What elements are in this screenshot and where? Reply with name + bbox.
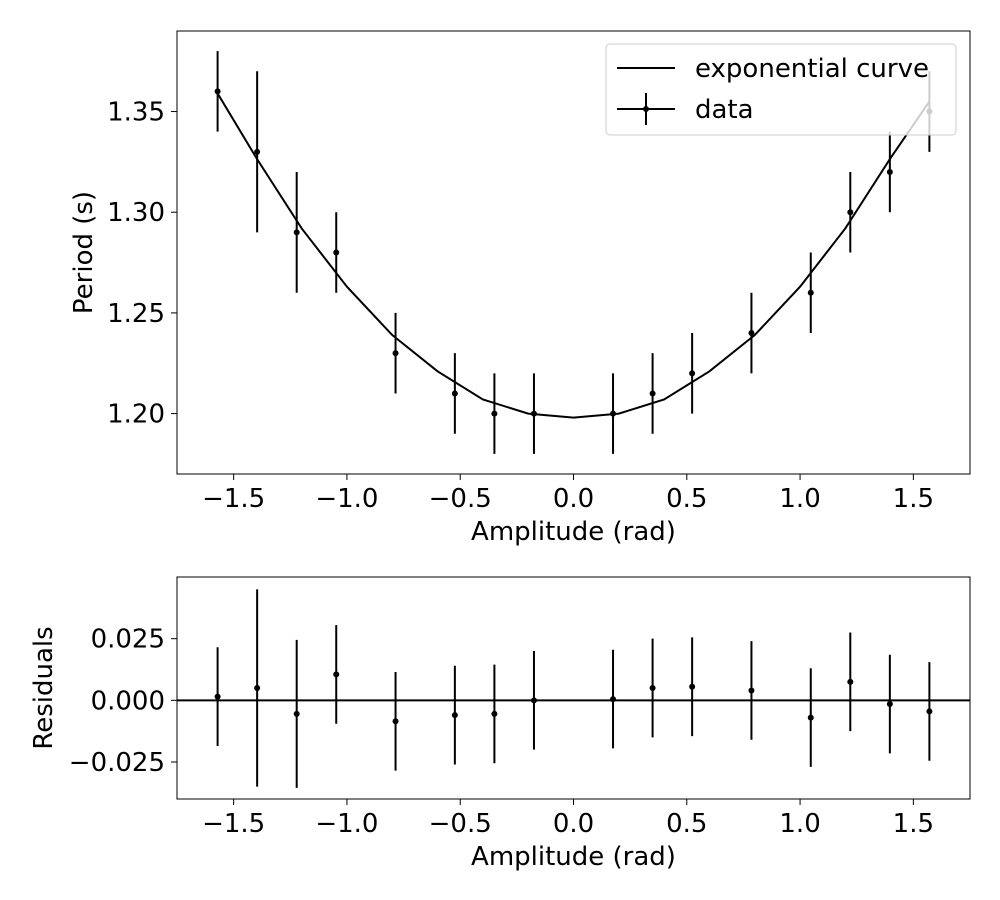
- period-data-point: [392, 350, 399, 357]
- period-data-point: [491, 410, 498, 417]
- y-tick-label: 1.35: [107, 98, 165, 128]
- legend: exponential curve data: [605, 43, 957, 136]
- residuals-plot-x-label: Amplitude (rad): [471, 842, 676, 872]
- period-plot-y-ticks: 1.20 1.25 1.30 1.35: [107, 98, 177, 430]
- residual-data-point: [847, 678, 854, 685]
- period-plot-marks: [214, 51, 933, 454]
- residual-data-point: [530, 697, 537, 704]
- period-data-point: [610, 410, 617, 417]
- y-tick-label: 0.000: [91, 686, 165, 716]
- period-plot-y-label: Period (s): [69, 191, 99, 314]
- x-tick-label: −1.5: [202, 809, 265, 839]
- x-tick-label: −0.5: [429, 484, 492, 514]
- x-tick-label: −1.5: [202, 484, 265, 514]
- x-tick-label: 0.5: [666, 484, 707, 514]
- period-data-point: [807, 289, 814, 296]
- residual-data-point: [689, 683, 696, 690]
- legend-errorbar-sample: [617, 93, 675, 125]
- y-tick-label: 1.25: [107, 299, 165, 329]
- y-tick-label: 1.20: [107, 400, 165, 430]
- residual-data-point: [610, 696, 617, 703]
- period-plot-x-ticks: −1.5 −1.0 −0.5 0.0 0.5 1.0 1.5: [202, 474, 934, 514]
- residual-data-point: [649, 685, 656, 691]
- legend-errorbar-point: [643, 106, 649, 112]
- residual-data-point: [214, 693, 221, 700]
- residuals-plot-x-ticks: −1.5 −1.0 −0.5 0.0 0.5 1.0 1.5: [202, 799, 934, 839]
- residuals-plot-y-label: Residuals: [29, 626, 59, 749]
- x-tick-label: 1.5: [893, 484, 934, 514]
- x-tick-label: 1.0: [779, 484, 820, 514]
- residual-data-point: [333, 671, 340, 678]
- period-data-point: [293, 229, 300, 236]
- x-tick-label: −1.0: [315, 809, 378, 839]
- residual-data-point: [926, 708, 933, 715]
- residual-data-point: [807, 714, 814, 721]
- legend-label-exponential-curve: exponential curve: [695, 54, 929, 84]
- period-data-point: [886, 168, 893, 175]
- x-tick-label: 1.0: [779, 809, 820, 839]
- fit-curve-line: [216, 92, 931, 419]
- residual-data-point: [491, 710, 498, 717]
- period-data-point: [254, 148, 261, 155]
- residuals-plot-marks: [177, 589, 970, 788]
- period-data-point: [530, 410, 537, 417]
- residual-data-point: [886, 701, 893, 708]
- period-data-point: [649, 390, 656, 397]
- period-plot-x-label: Amplitude (rad): [471, 517, 676, 547]
- x-tick-label: 0.0: [553, 809, 594, 839]
- period-data-point: [689, 370, 696, 377]
- residual-data-point: [254, 685, 261, 691]
- y-tick-label: −0.025: [69, 748, 165, 778]
- y-tick-label: 1.30: [107, 198, 165, 228]
- legend-box: [605, 43, 957, 136]
- period-data-point: [214, 88, 221, 95]
- x-tick-label: 1.5: [893, 809, 934, 839]
- residuals-plot: −1.5 −1.0 −0.5 0.0 0.5 1.0 1.5 −0.025 0.000 0.02…: [29, 576, 971, 872]
- x-tick-label: 0.5: [666, 809, 707, 839]
- residuals-plot-y-ticks: −0.025 0.000 0.025: [69, 625, 177, 778]
- residual-data-point: [451, 712, 458, 719]
- x-tick-label: −1.0: [315, 484, 378, 514]
- period-data-point: [748, 330, 755, 337]
- x-tick-label: −0.5: [429, 809, 492, 839]
- residual-data-point: [293, 710, 300, 717]
- residual-data-point: [392, 718, 399, 725]
- y-tick-label: 0.025: [91, 625, 165, 655]
- period-plot: −1.5 −1.0 −0.5 0.0 0.5 1.0 1.5 1.20 1.25 1.30 1.3…: [69, 30, 971, 547]
- legend-label-data: data: [695, 95, 754, 125]
- period-data-point: [333, 249, 340, 256]
- residual-data-point: [748, 687, 755, 694]
- period-data-point: [847, 209, 854, 216]
- x-tick-label: 0.0: [553, 484, 594, 514]
- period-data-point: [451, 390, 458, 397]
